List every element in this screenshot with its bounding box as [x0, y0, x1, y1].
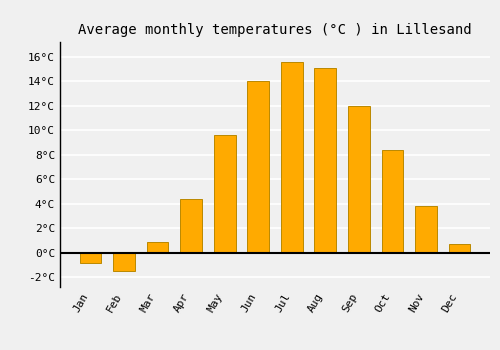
Bar [248, 81, 269, 253]
Bar [314, 68, 336, 253]
Bar [180, 199, 202, 253]
Bar [281, 62, 302, 253]
Bar [415, 206, 437, 253]
Title: Average monthly temperatures (°C ) in Lillesand: Average monthly temperatures (°C ) in Li… [78, 23, 472, 37]
Bar [214, 135, 236, 253]
Bar [448, 244, 470, 253]
Bar [80, 253, 102, 262]
Bar [348, 106, 370, 253]
Bar [146, 241, 169, 253]
Bar [382, 150, 404, 253]
Bar [113, 253, 135, 271]
